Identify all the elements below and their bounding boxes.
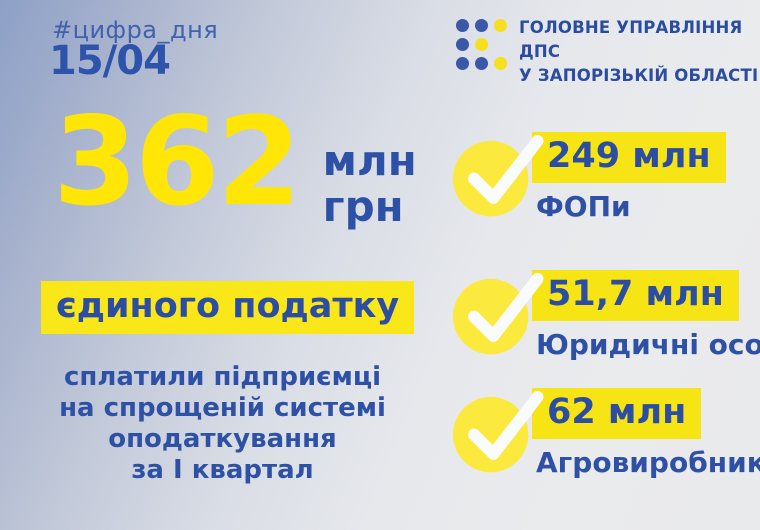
logo-dot (456, 57, 469, 70)
breakdown-value: 249 млн (532, 132, 726, 183)
breakdown-value: 51,7 млн (532, 270, 739, 321)
headline-description: сплатили підприємці на спрощеній системі… (25, 362, 420, 486)
org-name: ГОЛОВНЕ УПРАВЛІННЯ ДПС У ЗАПОРІЗЬКІЙ ОБЛ… (519, 16, 760, 88)
breakdown-item: 62 млн Агровиробники (452, 384, 760, 479)
dps-logo-icon (456, 19, 507, 70)
description-line: оподаткування (108, 424, 337, 454)
check-icon (452, 390, 544, 473)
logo-dot (494, 57, 507, 70)
breakdown-item-text: 62 млн Агровиробники (532, 384, 760, 479)
breakdown-item-text: 51,7 млн Юридичні особи (532, 266, 760, 361)
org-logo-block: ГОЛОВНЕ УПРАВЛІННЯ ДПС У ЗАПОРІЗЬКІЙ ОБЛ… (456, 15, 760, 88)
logo-dot (494, 19, 507, 32)
description-line: сплатили підприємці (63, 362, 382, 392)
logo-dot (475, 19, 488, 32)
logo-dot (456, 38, 469, 51)
check-icon (452, 134, 544, 217)
breakdown-item: 51,7 млн Юридичні особи (452, 266, 760, 361)
breakdown-label: Юридичні особи (536, 328, 760, 361)
description-line: на спрощеній системі (59, 393, 386, 423)
hashtag-label: #цифра_дня (52, 16, 219, 44)
date-label: 15/04 (49, 38, 171, 84)
breakdown-item: 249 млн ФОПи (452, 128, 726, 223)
headline-figure: 362 млн грн (53, 100, 417, 230)
org-name-line2: У ЗАПОРІЗЬКІЙ ОБЛАСТІ (519, 66, 759, 85)
unit-line1: млн (322, 136, 417, 185)
logo-dot (475, 57, 488, 70)
breakdown-label: ФОПи (536, 190, 631, 223)
headline-value: 362 (53, 91, 302, 233)
logo-dot (475, 38, 488, 51)
check-icon (452, 272, 544, 355)
headline-subject: єдиного податку (41, 281, 415, 334)
breakdown-value: 62 млн (532, 388, 702, 439)
org-name-line1: ГОЛОВНЕ УПРАВЛІННЯ ДПС (519, 18, 743, 61)
description-line: за І квартал (131, 455, 314, 485)
logo-dot (456, 19, 469, 32)
headline-units: млн грн (323, 138, 417, 230)
breakdown-label: Агровиробники (536, 446, 760, 479)
breakdown-item-text: 249 млн ФОПи (532, 128, 726, 223)
unit-line2: грн (322, 182, 404, 231)
